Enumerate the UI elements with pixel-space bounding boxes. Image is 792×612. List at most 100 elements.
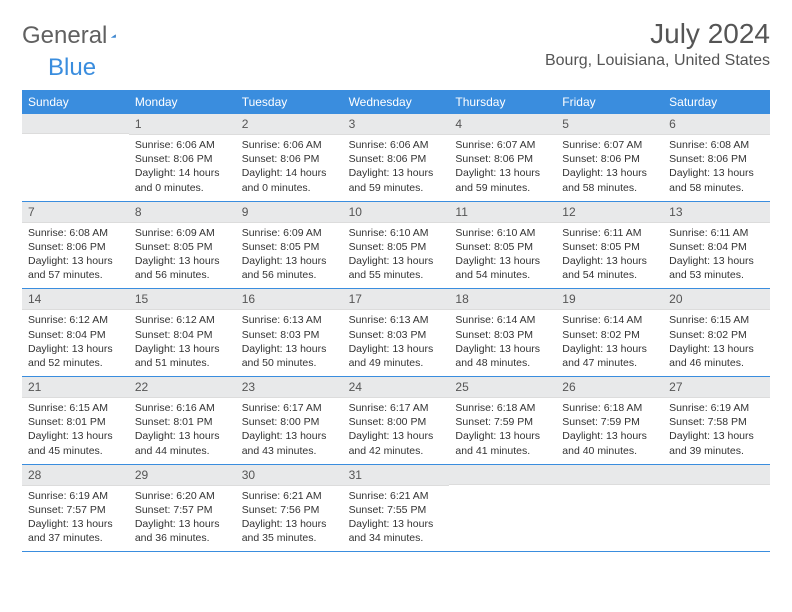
sunset-text: Sunset: 8:00 PM	[242, 415, 337, 429]
daylight-text: Daylight: 13 hours and 54 minutes.	[562, 254, 657, 282]
day-number: 12	[556, 202, 663, 223]
daylight-text: Daylight: 13 hours and 56 minutes.	[135, 254, 230, 282]
day-header-monday: Monday	[129, 90, 236, 114]
calendar-cell	[449, 465, 556, 552]
day-details: Sunrise: 6:19 AMSunset: 7:57 PMDaylight:…	[22, 486, 129, 552]
daylight-text: Daylight: 13 hours and 39 minutes.	[669, 429, 764, 457]
day-details: Sunrise: 6:18 AMSunset: 7:59 PMDaylight:…	[556, 398, 663, 464]
week-row: 7Sunrise: 6:08 AMSunset: 8:06 PMDaylight…	[22, 202, 770, 290]
day-details: Sunrise: 6:06 AMSunset: 8:06 PMDaylight:…	[129, 135, 236, 201]
calendar-cell: 5Sunrise: 6:07 AMSunset: 8:06 PMDaylight…	[556, 114, 663, 201]
sunrise-text: Sunrise: 6:09 AM	[242, 226, 337, 240]
sunset-text: Sunset: 8:05 PM	[135, 240, 230, 254]
sunset-text: Sunset: 8:04 PM	[28, 328, 123, 342]
sunrise-text: Sunrise: 6:18 AM	[455, 401, 550, 415]
sunrise-text: Sunrise: 6:17 AM	[242, 401, 337, 415]
sunset-text: Sunset: 7:55 PM	[349, 503, 444, 517]
day-details: Sunrise: 6:11 AMSunset: 8:04 PMDaylight:…	[663, 223, 770, 289]
day-number: 24	[343, 377, 450, 398]
daylight-text: Daylight: 13 hours and 54 minutes.	[455, 254, 550, 282]
daylight-text: Daylight: 13 hours and 40 minutes.	[562, 429, 657, 457]
sunset-text: Sunset: 7:57 PM	[135, 503, 230, 517]
sunset-text: Sunset: 8:04 PM	[135, 328, 230, 342]
calendar-cell: 8Sunrise: 6:09 AMSunset: 8:05 PMDaylight…	[129, 202, 236, 289]
day-number	[449, 465, 556, 485]
day-number: 11	[449, 202, 556, 223]
sunset-text: Sunset: 8:05 PM	[455, 240, 550, 254]
calendar-cell: 25Sunrise: 6:18 AMSunset: 7:59 PMDayligh…	[449, 377, 556, 464]
sunset-text: Sunset: 7:59 PM	[455, 415, 550, 429]
calendar-cell: 10Sunrise: 6:10 AMSunset: 8:05 PMDayligh…	[343, 202, 450, 289]
sunrise-text: Sunrise: 6:08 AM	[28, 226, 123, 240]
sunset-text: Sunset: 7:59 PM	[562, 415, 657, 429]
sunset-text: Sunset: 8:02 PM	[669, 328, 764, 342]
day-details: Sunrise: 6:20 AMSunset: 7:57 PMDaylight:…	[129, 486, 236, 552]
day-header-tuesday: Tuesday	[236, 90, 343, 114]
day-number: 18	[449, 289, 556, 310]
day-header-wednesday: Wednesday	[343, 90, 450, 114]
day-number: 6	[663, 114, 770, 135]
calendar-cell: 17Sunrise: 6:13 AMSunset: 8:03 PMDayligh…	[343, 289, 450, 376]
calendar-cell: 2Sunrise: 6:06 AMSunset: 8:06 PMDaylight…	[236, 114, 343, 201]
calendar-cell: 14Sunrise: 6:12 AMSunset: 8:04 PMDayligh…	[22, 289, 129, 376]
day-details: Sunrise: 6:08 AMSunset: 8:06 PMDaylight:…	[22, 223, 129, 289]
calendar-cell: 1Sunrise: 6:06 AMSunset: 8:06 PMDaylight…	[129, 114, 236, 201]
day-details: Sunrise: 6:07 AMSunset: 8:06 PMDaylight:…	[449, 135, 556, 201]
sunset-text: Sunset: 8:02 PM	[562, 328, 657, 342]
sunset-text: Sunset: 8:00 PM	[349, 415, 444, 429]
calendar-cell: 12Sunrise: 6:11 AMSunset: 8:05 PMDayligh…	[556, 202, 663, 289]
daylight-text: Daylight: 13 hours and 36 minutes.	[135, 517, 230, 545]
sunrise-text: Sunrise: 6:08 AM	[669, 138, 764, 152]
calendar-cell: 28Sunrise: 6:19 AMSunset: 7:57 PMDayligh…	[22, 465, 129, 552]
calendar-cell: 18Sunrise: 6:14 AMSunset: 8:03 PMDayligh…	[449, 289, 556, 376]
calendar-cell: 22Sunrise: 6:16 AMSunset: 8:01 PMDayligh…	[129, 377, 236, 464]
daylight-text: Daylight: 14 hours and 0 minutes.	[242, 166, 337, 194]
calendar-cell: 24Sunrise: 6:17 AMSunset: 8:00 PMDayligh…	[343, 377, 450, 464]
day-number: 26	[556, 377, 663, 398]
logo-text-general: General	[22, 22, 107, 50]
day-details: Sunrise: 6:13 AMSunset: 8:03 PMDaylight:…	[236, 310, 343, 376]
daylight-text: Daylight: 14 hours and 0 minutes.	[135, 166, 230, 194]
day-details: Sunrise: 6:15 AMSunset: 8:02 PMDaylight:…	[663, 310, 770, 376]
weeks-container: 1Sunrise: 6:06 AMSunset: 8:06 PMDaylight…	[22, 114, 770, 552]
day-number	[22, 114, 129, 134]
day-details: Sunrise: 6:19 AMSunset: 7:58 PMDaylight:…	[663, 398, 770, 464]
sunrise-text: Sunrise: 6:06 AM	[349, 138, 444, 152]
day-details: Sunrise: 6:11 AMSunset: 8:05 PMDaylight:…	[556, 223, 663, 289]
sunrise-text: Sunrise: 6:19 AM	[669, 401, 764, 415]
day-details: Sunrise: 6:17 AMSunset: 8:00 PMDaylight:…	[343, 398, 450, 464]
calendar-cell: 21Sunrise: 6:15 AMSunset: 8:01 PMDayligh…	[22, 377, 129, 464]
sunrise-text: Sunrise: 6:13 AM	[349, 313, 444, 327]
calendar-cell: 7Sunrise: 6:08 AMSunset: 8:06 PMDaylight…	[22, 202, 129, 289]
daylight-text: Daylight: 13 hours and 42 minutes.	[349, 429, 444, 457]
day-number: 7	[22, 202, 129, 223]
daylight-text: Daylight: 13 hours and 44 minutes.	[135, 429, 230, 457]
day-number: 2	[236, 114, 343, 135]
sunrise-text: Sunrise: 6:17 AM	[349, 401, 444, 415]
sunrise-text: Sunrise: 6:20 AM	[135, 489, 230, 503]
logo: General	[22, 22, 137, 50]
day-details: Sunrise: 6:09 AMSunset: 8:05 PMDaylight:…	[129, 223, 236, 289]
sunset-text: Sunset: 8:01 PM	[28, 415, 123, 429]
day-number: 14	[22, 289, 129, 310]
calendar-cell: 26Sunrise: 6:18 AMSunset: 7:59 PMDayligh…	[556, 377, 663, 464]
sunrise-text: Sunrise: 6:19 AM	[28, 489, 123, 503]
sunset-text: Sunset: 8:03 PM	[455, 328, 550, 342]
calendar-cell: 16Sunrise: 6:13 AMSunset: 8:03 PMDayligh…	[236, 289, 343, 376]
day-number: 4	[449, 114, 556, 135]
sunrise-text: Sunrise: 6:21 AM	[349, 489, 444, 503]
sunrise-text: Sunrise: 6:16 AM	[135, 401, 230, 415]
logo-text-blue: Blue	[48, 54, 96, 82]
daylight-text: Daylight: 13 hours and 45 minutes.	[28, 429, 123, 457]
calendar-cell: 11Sunrise: 6:10 AMSunset: 8:05 PMDayligh…	[449, 202, 556, 289]
sunrise-text: Sunrise: 6:10 AM	[349, 226, 444, 240]
day-details: Sunrise: 6:06 AMSunset: 8:06 PMDaylight:…	[236, 135, 343, 201]
day-number: 19	[556, 289, 663, 310]
calendar-cell: 6Sunrise: 6:08 AMSunset: 8:06 PMDaylight…	[663, 114, 770, 201]
calendar-cell: 3Sunrise: 6:06 AMSunset: 8:06 PMDaylight…	[343, 114, 450, 201]
sunrise-text: Sunrise: 6:21 AM	[242, 489, 337, 503]
day-details: Sunrise: 6:13 AMSunset: 8:03 PMDaylight:…	[343, 310, 450, 376]
day-number: 9	[236, 202, 343, 223]
day-number: 28	[22, 465, 129, 486]
day-details: Sunrise: 6:17 AMSunset: 8:00 PMDaylight:…	[236, 398, 343, 464]
